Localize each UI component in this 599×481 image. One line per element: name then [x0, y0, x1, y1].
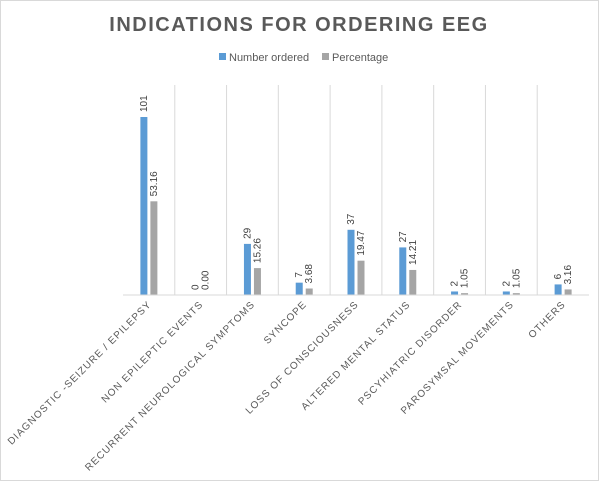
data-label: 2	[450, 280, 461, 286]
data-label: 0	[191, 284, 202, 290]
bar-number-ordered	[243, 243, 251, 295]
bar-percentage	[512, 293, 520, 295]
bar-percentage	[564, 289, 572, 295]
data-label: 53.16	[149, 171, 160, 196]
data-label: 15.26	[252, 238, 263, 263]
bar-percentage	[357, 260, 365, 295]
data-label: 6	[553, 273, 564, 279]
category-separators	[174, 85, 538, 295]
category-label: OTHERS	[527, 299, 568, 340]
bar-percentage	[253, 268, 261, 295]
bar-percentage	[409, 269, 417, 295]
bar-number-ordered	[451, 291, 459, 295]
data-label: 0.00	[201, 270, 212, 290]
category-label: PAROSYMSAL MOVEMENTS	[399, 299, 516, 416]
category-label: NON EPILEPTIC EVENTS	[100, 299, 206, 405]
data-label: 19.47	[356, 230, 367, 255]
category-label: LOSS OF CONSCIOUSNESS	[244, 299, 361, 416]
bar-percentage	[150, 201, 158, 295]
data-label: 2	[501, 280, 512, 286]
data-label: 3.68	[304, 264, 315, 284]
data-label: 101	[139, 95, 150, 112]
legend: Number ordered Percentage	[219, 52, 388, 64]
data-label: 1.05	[511, 268, 522, 288]
bar-percentage	[305, 288, 313, 295]
data-label: 7	[294, 272, 305, 278]
bar-number-ordered	[295, 282, 303, 295]
data-label: 1.05	[460, 268, 471, 288]
bar-percentage	[461, 293, 469, 295]
bar-number-ordered	[399, 247, 407, 295]
category-label: ALTERED MENTAL STATUS	[300, 299, 413, 412]
category-label: PSCYHIATRIC DISORDER	[356, 299, 464, 407]
data-label: 3.16	[563, 265, 574, 285]
data-label: 29	[242, 227, 253, 239]
data-label: 37	[346, 213, 357, 225]
category-label: RECURRENT NEUROLOGICAL SYMPTOMS	[83, 299, 257, 473]
legend-label-1: Percentage	[332, 52, 388, 64]
bars	[140, 117, 572, 295]
bar-number-ordered	[347, 229, 355, 295]
bar-number-ordered	[140, 117, 148, 295]
legend-label-0: Number ordered	[229, 52, 309, 64]
bar-number-ordered	[502, 291, 510, 295]
data-label: 14.21	[408, 239, 419, 264]
data-label: 27	[398, 231, 409, 243]
category-label: SYNCOPE	[262, 299, 309, 346]
bar-number-ordered	[554, 284, 562, 295]
legend-swatch-0	[219, 53, 226, 60]
chart-title: INDICATIONS FOR ORDERING EEG	[109, 14, 488, 36]
legend-swatch-1	[322, 53, 329, 60]
